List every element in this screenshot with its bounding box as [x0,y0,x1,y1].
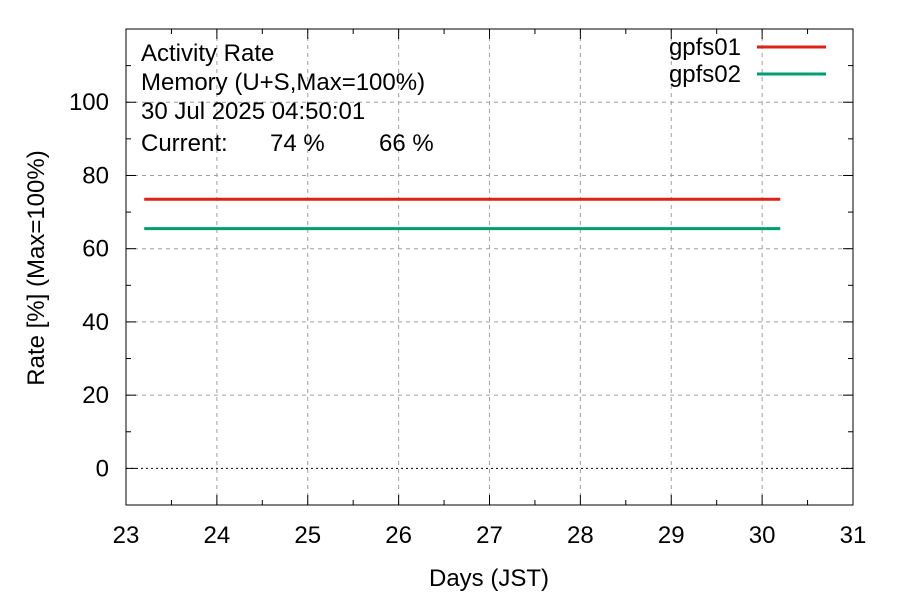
legend-label-gpfs02: gpfs02 [669,61,741,88]
x-tick-label: 27 [476,522,503,549]
chart-timestamp: 30 Jul 2025 04:50:01 [141,98,365,125]
x-tick-label: 26 [385,522,412,549]
legend: gpfs01 gpfs02 [669,34,826,88]
grid [126,29,853,505]
x-axis-label: Days (JST) [429,565,549,592]
series-lines [144,197,781,231]
y-tick-label: 20 [82,382,109,409]
x-tick-label: 24 [204,522,231,549]
y-tick-label: 0 [96,455,109,482]
x-tick-label: 28 [567,522,594,549]
tick-labels: 23 24 25 26 27 28 29 30 31 0 20 40 60 80 100 [69,89,866,549]
x-tick-label: 31 [840,522,867,549]
y-tick-label: 100 [69,89,109,116]
y-tick-label: 60 [82,236,109,263]
y-tick-label: 80 [82,162,109,189]
current-label: Current: [141,130,228,157]
axis-ticks [125,29,854,506]
current-value-gpfs01: 74 % [270,130,325,157]
y-tick-label: 40 [82,309,109,336]
chart-title: Activity Rate [141,40,274,67]
chart-subtitle: Memory (U+S,Max=100%) [141,69,425,96]
current-value-gpfs02: 66 % [379,130,434,157]
x-tick-label: 23 [113,522,140,549]
legend-label-gpfs01: gpfs01 [669,34,741,61]
y-axis-label: Rate [%] (Max=100%) [23,150,50,385]
x-tick-label: 29 [658,522,685,549]
x-tick-label: 25 [294,522,321,549]
x-tick-label: 30 [749,522,776,549]
